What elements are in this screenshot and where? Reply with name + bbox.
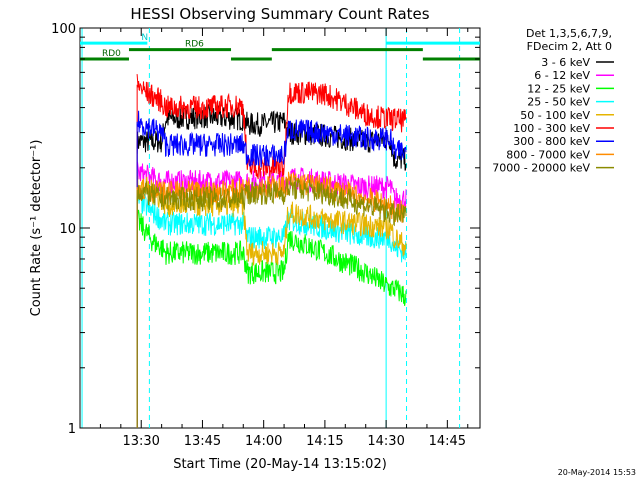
legend-label-8: 7000 - 20000 keV — [492, 162, 590, 175]
legend-label-2: 12 - 25 keV — [527, 82, 590, 95]
legend-header-0: Det 1,3,5,6,7,9, — [526, 27, 612, 40]
chart-title: HESSI Observing Summary Count Rates — [130, 5, 429, 23]
legend: Det 1,3,5,6,7,9,FDecim 2, Att 0 3 - 6 keV… — [492, 27, 614, 175]
y-tick-label-0: 1 — [68, 422, 76, 437]
legend-header-1: FDecim 2, Att 0 — [527, 40, 612, 53]
bar-label-rd0: RD0 — [102, 49, 121, 59]
x-tick-label-4: 14:30 — [367, 434, 404, 449]
x-tick-label-0: 13:30 — [122, 434, 159, 449]
series-6 — [136, 110, 407, 168]
x-axis-label: Start Time (20-May-14 13:15:02) — [173, 457, 387, 472]
legend-label-1: 6 - 12 keV — [534, 69, 590, 82]
legend-label-0: 3 - 6 keV — [541, 56, 590, 69]
legend-label-5: 100 - 300 keV — [513, 122, 590, 135]
series-8 — [136, 176, 407, 227]
y-tick-label-1: 10 — [59, 222, 76, 237]
series-2 — [136, 209, 407, 306]
bar-label-n: N — [141, 33, 148, 43]
x-tick-label-5: 14:45 — [429, 434, 466, 449]
series-0 — [136, 103, 407, 171]
footer-date: 20-May-2014 15:53 — [558, 468, 636, 477]
x-tick-label-1: 13:45 — [184, 434, 221, 449]
x-tick-label-2: 14:00 — [245, 434, 282, 449]
y-axis-label: Count Rate (s⁻¹ detector⁻¹) — [29, 140, 44, 317]
series-5 — [136, 74, 407, 180]
bar-label-rd6: RD6 — [185, 40, 204, 50]
state-bars: RD0 RD6 N — [80, 33, 480, 61]
x-tick-label-3: 14:15 — [306, 434, 343, 449]
legend-label-4: 50 - 100 keV — [520, 109, 590, 122]
series-lines — [136, 74, 407, 428]
legend-label-7: 800 - 7000 keV — [506, 148, 590, 161]
y-tick-label-2: 100 — [51, 22, 76, 37]
legend-label-6: 300 - 800 keV — [513, 135, 590, 148]
axes: 13:30 13:45 14:00 14:15 14:30 14:45 1 10 100 — [51, 22, 480, 449]
legend-label-3: 25 - 50 keV — [527, 96, 590, 109]
series-4 — [136, 175, 407, 267]
